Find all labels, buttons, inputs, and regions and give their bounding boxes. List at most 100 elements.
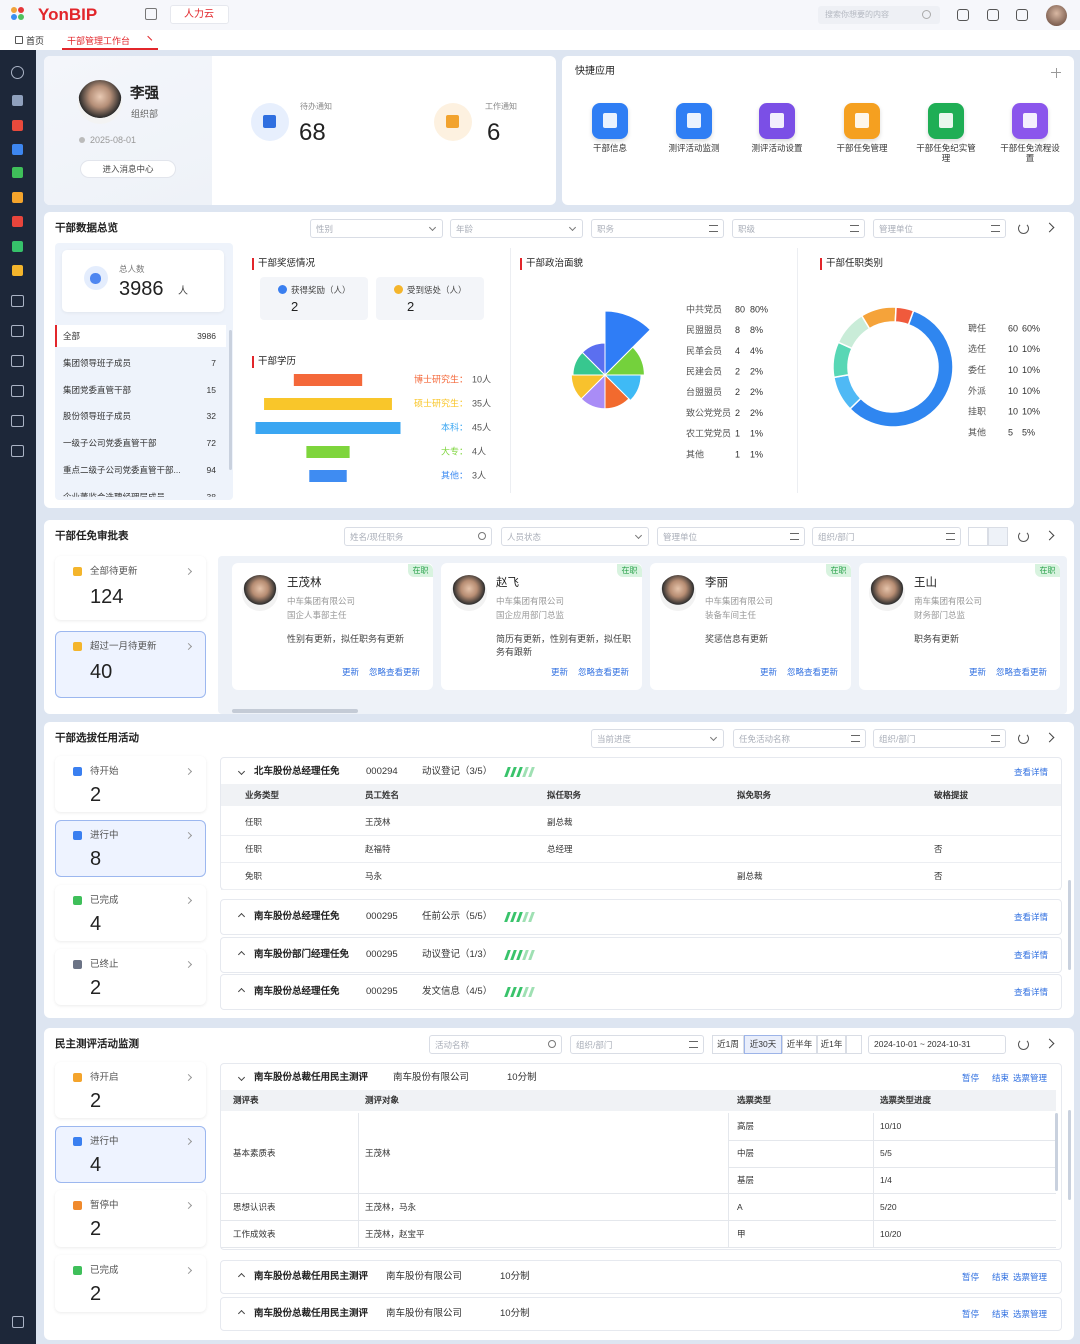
filter[interactable] [429, 1035, 562, 1054]
tab[interactable]: 首页 [26, 35, 45, 46]
sidebar-icon[interactable] [11, 445, 24, 457]
message-button-label[interactable]: 进入消息中心 [102, 163, 154, 174]
stat-card[interactable] [55, 949, 206, 1005]
stat-card[interactable] [55, 820, 206, 877]
action-link[interactable]: 选票管理 [1013, 1072, 1048, 1083]
filter-placeholder[interactable]: 活动名称 [435, 1039, 470, 1050]
group-name[interactable]: 全部 [63, 330, 81, 341]
activity-collapsed[interactable] [220, 1260, 1062, 1294]
sidebar-icon[interactable] [11, 295, 24, 307]
detail-link[interactable]: 查看详情 [1014, 766, 1049, 777]
sidebar-bottom-icon[interactable] [12, 1316, 24, 1328]
date-range-label[interactable]: 2024-10-01 ~ 2024-10-31 [874, 1038, 971, 1049]
app-label[interactable]: 干部信息 [592, 142, 627, 153]
activity-collapsed[interactable] [220, 974, 1062, 1010]
action-link[interactable]: 结束 [992, 1308, 1010, 1319]
app-tab-label[interactable]: 人力云 [184, 9, 214, 20]
app-label[interactable]: 干部任免纪实管理 [916, 142, 976, 164]
refresh-icon[interactable] [1018, 223, 1029, 234]
sidebar-icon[interactable] [11, 355, 24, 367]
update-link[interactable]: 更新 [760, 666, 778, 677]
group-name[interactable]: 股份领导班子成员 [63, 411, 132, 422]
filter[interactable] [732, 219, 865, 238]
user-avatar[interactable] [1046, 5, 1067, 26]
refresh-icon[interactable] [1018, 733, 1029, 744]
filter-placeholder[interactable]: 组织/部门 [879, 733, 916, 744]
filter-placeholder[interactable]: 当前进度 [597, 733, 632, 744]
period-dropdown[interactable] [846, 1035, 862, 1054]
filter[interactable] [873, 729, 1006, 748]
detail-link[interactable]: 查看详情 [1014, 949, 1049, 960]
toolbar-icon[interactable] [1016, 9, 1028, 21]
stat-card[interactable] [55, 1126, 206, 1183]
search-placeholder[interactable]: 搜索你想要的内容 [825, 10, 889, 20]
detail-link[interactable]: 查看详情 [1014, 911, 1049, 922]
group-name[interactable]: 一级子公司党委直管干部 [63, 438, 157, 449]
filter[interactable] [501, 527, 649, 546]
ignore-link[interactable]: 忽略查看更新 [996, 666, 1048, 677]
update-link[interactable]: 更新 [342, 666, 360, 677]
filter-placeholder[interactable]: 人员状态 [507, 531, 542, 542]
filter-placeholder[interactable]: 组织/部门 [818, 531, 855, 542]
ignore-link[interactable]: 忽略查看更新 [578, 666, 630, 677]
filter[interactable] [344, 527, 492, 546]
filter[interactable] [657, 527, 805, 546]
activity-collapsed[interactable] [220, 937, 1062, 973]
toolbar-icon[interactable] [957, 9, 969, 21]
filter[interactable] [450, 219, 583, 238]
app-label[interactable]: 测评活动监测 [668, 142, 720, 153]
update-link[interactable]: 更新 [551, 666, 569, 677]
sidebar-icon[interactable] [11, 415, 24, 427]
filter-placeholder[interactable]: 管理单位 [879, 223, 914, 234]
action-link[interactable]: 暂停 [962, 1271, 980, 1282]
period-tab[interactable] [712, 1035, 744, 1054]
action-link[interactable]: 结束 [992, 1072, 1010, 1083]
filter-placeholder[interactable]: 管理单位 [663, 531, 698, 542]
stat-card[interactable] [55, 885, 206, 941]
filter[interactable] [873, 219, 1006, 238]
filter-placeholder[interactable]: 职务 [597, 223, 615, 234]
message-button[interactable] [80, 160, 176, 178]
action-link[interactable]: 暂停 [962, 1308, 980, 1319]
sidebar-icon[interactable] [11, 385, 24, 397]
period-label[interactable]: 近1周 [717, 1038, 739, 1049]
filter-placeholder[interactable]: 性别 [316, 223, 334, 234]
period-label[interactable]: 近30天 [749, 1038, 777, 1049]
period-tab[interactable] [744, 1035, 782, 1054]
stat-card[interactable] [55, 556, 206, 620]
refresh-icon[interactable] [1018, 531, 1029, 542]
action-link[interactable]: 选票管理 [1013, 1308, 1048, 1319]
app-label[interactable]: 干部任免流程设置 [1000, 142, 1060, 164]
filter[interactable] [310, 219, 443, 238]
sidebar-search[interactable] [11, 66, 24, 79]
search-box[interactable] [818, 6, 940, 24]
action-link[interactable]: 结束 [992, 1271, 1010, 1282]
ignore-link[interactable]: 忽略查看更新 [369, 666, 421, 677]
action-link[interactable]: 选票管理 [1013, 1271, 1048, 1282]
filter-placeholder[interactable]: 年龄 [456, 223, 474, 234]
tab-active[interactable]: 干部管理工作台 [67, 35, 131, 46]
period-label[interactable]: 近半年 [786, 1038, 813, 1049]
app-tab[interactable] [170, 5, 229, 24]
filter-placeholder[interactable]: 组织/部门 [576, 1039, 613, 1050]
activity-collapsed[interactable] [220, 899, 1062, 935]
filter-placeholder[interactable]: 姓名/现任职务 [350, 531, 404, 542]
home-icon[interactable] [145, 8, 157, 20]
detail-link[interactable]: 查看详情 [1014, 986, 1049, 997]
filter[interactable] [812, 527, 961, 546]
update-link[interactable]: 更新 [969, 666, 987, 677]
period-label[interactable]: 近1年 [820, 1038, 843, 1049]
add-icon-v[interactable] [1055, 67, 1057, 78]
refresh-icon[interactable] [1018, 1039, 1029, 1050]
filter[interactable] [733, 729, 866, 748]
date-range[interactable] [868, 1035, 1006, 1054]
filter-placeholder[interactable]: 任免活动名称 [739, 733, 791, 744]
app-label[interactable]: 干部任免管理 [836, 142, 888, 153]
action-link[interactable]: 暂停 [962, 1072, 980, 1083]
stat-card[interactable] [55, 756, 206, 812]
group-name[interactable]: 重点二级子公司党委直管干部... [63, 464, 181, 475]
app-label[interactable]: 测评活动设置 [751, 142, 803, 153]
toolbar-icon[interactable] [987, 9, 999, 21]
stat-card[interactable] [55, 1190, 206, 1247]
filter[interactable] [570, 1035, 704, 1054]
